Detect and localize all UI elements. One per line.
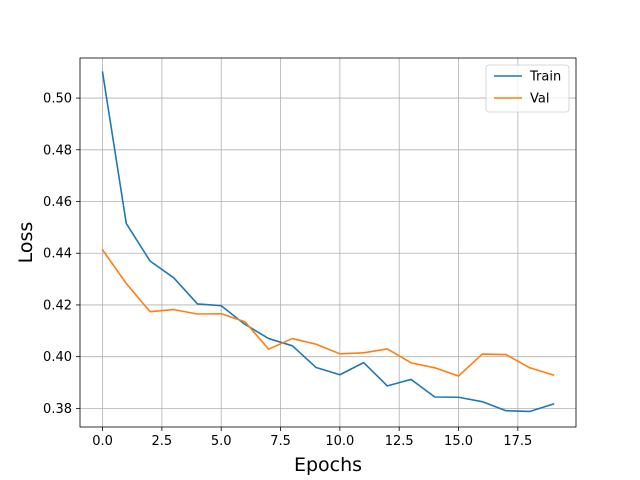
legend-label-val: Val (530, 92, 549, 107)
legend-label-train: Train (529, 70, 561, 85)
y-tick-label: 0.50 (43, 92, 72, 107)
x-tick-label: 5.0 (211, 434, 232, 449)
y-tick-label: 0.38 (43, 402, 72, 417)
y-tick-label: 0.44 (43, 247, 72, 262)
series-line-train (101, 71, 555, 413)
x-tick-label: 2.5 (152, 434, 173, 449)
y-tick-label: 0.48 (43, 143, 72, 158)
series-line-val (101, 248, 555, 377)
x-axis-label: Epochs (294, 454, 362, 476)
x-tick-label: 7.5 (270, 434, 291, 449)
y-tick-label: 0.46 (43, 195, 72, 210)
x-tick-label: 0.0 (92, 434, 113, 449)
y-axis-label: Loss (15, 222, 37, 264)
x-tick-label: 15.0 (444, 434, 473, 449)
y-tick-label: 0.42 (43, 298, 72, 313)
grid (80, 58, 576, 427)
x-tick-label: 12.5 (385, 434, 414, 449)
series-lines (101, 71, 555, 413)
plot-frame (79, 57, 577, 428)
x-tick-label: 10.0 (325, 434, 354, 449)
axis-ticks: 0.0 2.5 5.0 7.5 10.0 12.5 15.0 17.5 0.38 0.40 0.42… (43, 92, 532, 449)
y-tick-label: 0.40 (43, 350, 72, 365)
legend: Train Val (485, 64, 570, 113)
x-tick-label: 17.5 (503, 434, 532, 449)
